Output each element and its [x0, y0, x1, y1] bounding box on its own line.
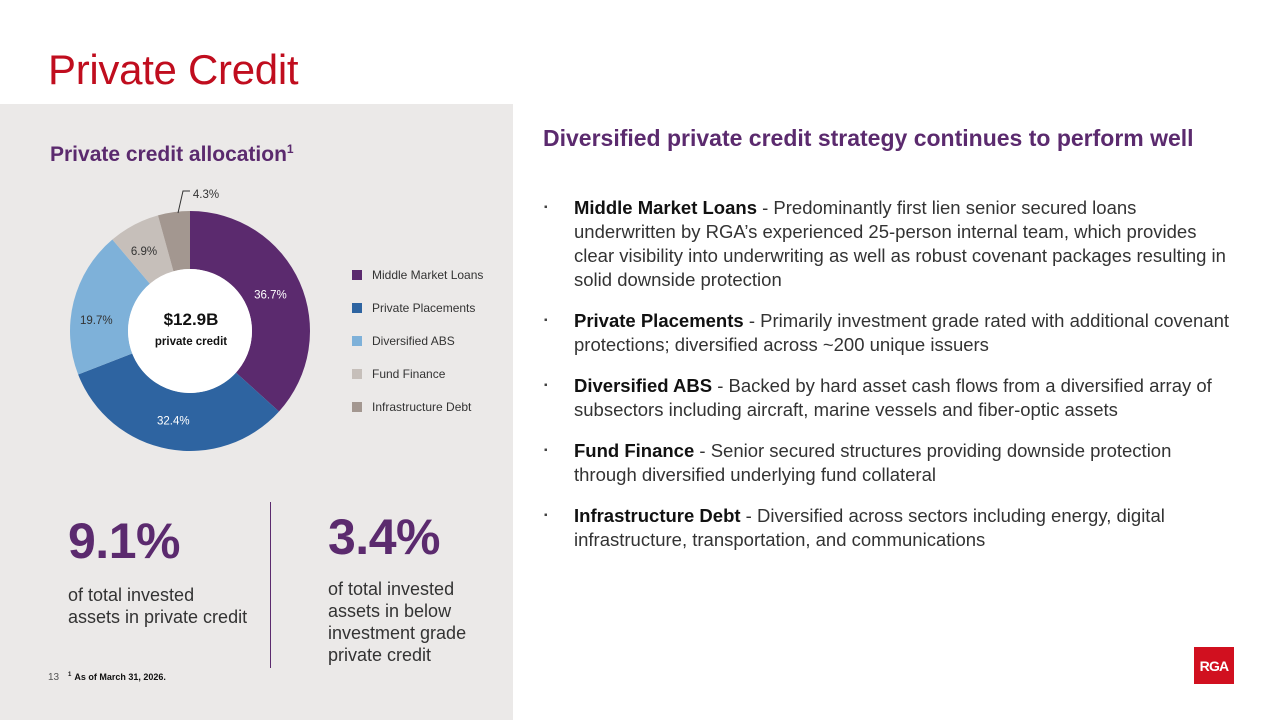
bullet-term: Infrastructure Debt: [574, 505, 741, 526]
legend-swatch: [352, 269, 362, 280]
chart-legend: Middle Market Loans Private Placements Div…: [352, 258, 483, 423]
donut-slice-middle-market-loans: [190, 211, 311, 412]
legend-label: Middle Market Loans: [372, 267, 484, 282]
legend-item-middle-market-loans: Middle Market Loans: [352, 258, 483, 291]
legend-swatch: [352, 368, 362, 379]
bullet-text: Diversified ABS - Backed by hard asset c…: [574, 374, 1233, 422]
legend-label: Infrastructure Debt: [372, 399, 472, 414]
square-bullet-icon: ▪: [544, 510, 548, 521]
square-bullet-icon: ▪: [544, 445, 548, 456]
bullet-middle-market-loans: ▪ Middle Market Loans - Predominantly fi…: [543, 196, 1233, 292]
square-bullet-icon: ▪: [544, 202, 548, 213]
donut-label-middle-market-loans: 36.7%: [254, 289, 287, 301]
footnote-marker: 1: [68, 672, 72, 678]
legend-item-diversified-abs: Diversified ABS: [352, 324, 483, 357]
rga-logo: RGA: [1194, 647, 1234, 684]
allocation-title: Private credit allocation1: [50, 142, 294, 167]
bullet-term: Middle Market Loans: [574, 197, 757, 218]
page-number: 13: [48, 672, 60, 683]
donut-center-label: private credit: [154, 336, 228, 348]
bullet-description: - Diversified across sectors including e…: [574, 505, 1165, 550]
legend-label: Fund Finance: [372, 366, 446, 381]
legend-item-private-placements: Private Placements: [352, 291, 483, 324]
bullet-description: - Senior secured structures providing do…: [574, 440, 1172, 485]
bullet-description: - Primarily investment grade rated with …: [574, 310, 1230, 355]
bullet-fund-finance: ▪ Fund Finance - Senior secured structur…: [543, 439, 1233, 487]
donut-center-value: $12.9B: [163, 310, 219, 329]
bullet-text: Fund Finance - Senior secured structures…: [574, 439, 1233, 487]
legend-swatch: [352, 302, 362, 313]
bullet-infrastructure-debt: ▪ Infrastructure Debt - Diversified acro…: [543, 504, 1233, 552]
stat-below-ig-share: 3.4% of total invested assets in below i…: [328, 512, 508, 666]
donut-chart-svg: 36.7% 32.4% 19.7% 6.9% 4.3%: [70, 189, 311, 451]
footnote: 1 As of March 31, 2026.: [68, 672, 166, 682]
bullet-term: Fund Finance: [574, 440, 695, 461]
strategy-heading: Diversified private credit strategy cont…: [543, 125, 1194, 151]
footnote-text: As of March 31, 2026.: [74, 672, 166, 682]
bullet-text: Infrastructure Debt - Diversified across…: [574, 504, 1233, 552]
donut-slice-fund-finance: [112, 215, 174, 284]
legend-label: Diversified ABS: [372, 333, 455, 348]
bullet-description: - Predominantly first lien senior secure…: [574, 197, 1226, 290]
strategy-bullet-list: ▪ Middle Market Loans - Predominantly fi…: [543, 196, 1233, 569]
square-bullet-icon: ▪: [544, 380, 548, 391]
bullet-description: - Backed by hard asset cash flows from a…: [574, 375, 1212, 420]
stat-value: 9.1%: [68, 513, 180, 569]
bullet-term: Diversified ABS: [574, 375, 713, 396]
stat-description: of total invested assets in below invest…: [328, 579, 467, 665]
bullet-term: Private Placements: [574, 310, 744, 331]
legend-item-fund-finance: Fund Finance: [352, 357, 483, 390]
legend-item-infrastructure-debt: Infrastructure Debt: [352, 390, 483, 423]
bullet-diversified-abs: ▪ Diversified ABS - Backed by hard asset…: [543, 374, 1233, 422]
stat-description: of total invested assets in private cred…: [68, 585, 248, 627]
donut-label-diversified-abs: 19.7%: [80, 315, 113, 327]
donut-hole: [128, 269, 252, 393]
donut-label-fund-finance: 6.9%: [131, 246, 157, 258]
donut-slice-diversified-abs: [70, 239, 150, 375]
bullet-text: Private Placements - Primarily investmen…: [574, 309, 1233, 357]
allocation-title-text: Private credit allocation: [50, 143, 287, 166]
donut-label-private-placements: 32.4%: [157, 416, 190, 428]
bullet-text: Middle Market Loans - Predominantly firs…: [574, 196, 1233, 292]
donut-slice-infrastructure-debt: [157, 211, 190, 272]
donut-slice-private-placements: [78, 353, 280, 451]
allocation-donut-chart: 36.7% 32.4% 19.7% 6.9% 4.3% $12.9B private c…: [40, 178, 340, 468]
allocation-title-footnote-marker: 1: [286, 142, 294, 156]
square-bullet-icon: ▪: [544, 315, 548, 326]
legend-swatch: [352, 401, 362, 412]
donut-label-infrastructure-debt: 4.3%: [193, 189, 219, 201]
stats-divider: [270, 502, 271, 668]
donut-label-leader-line: [177, 190, 190, 214]
stat-private-credit-share: 9.1% of total invested assets in private…: [68, 516, 248, 628]
stat-value: 3.4%: [328, 509, 440, 565]
bullet-private-placements: ▪ Private Placements - Primarily investm…: [543, 309, 1233, 357]
legend-swatch: [352, 335, 362, 346]
page-title: Private Credit: [48, 46, 299, 93]
legend-label: Private Placements: [372, 300, 476, 315]
